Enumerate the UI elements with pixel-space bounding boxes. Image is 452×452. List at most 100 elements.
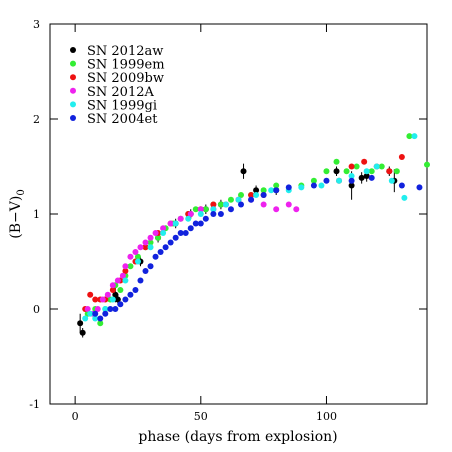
y-axis-label-main: (B−V) xyxy=(8,196,24,239)
data-point xyxy=(172,234,179,241)
data-point xyxy=(109,296,116,303)
data-point xyxy=(187,211,194,217)
data-point xyxy=(398,154,405,160)
data-point xyxy=(160,230,167,236)
data-point xyxy=(411,133,418,140)
data-point xyxy=(104,291,111,298)
y-axis-label: (B−V)0 xyxy=(8,189,27,238)
data-point xyxy=(416,184,423,191)
data-point xyxy=(142,244,149,251)
data-point xyxy=(177,215,184,222)
data-point xyxy=(97,320,104,327)
data-point xyxy=(142,239,149,246)
legend-label: SN 1999em xyxy=(87,58,165,73)
data-point xyxy=(127,263,134,270)
y-tick-label: 2 xyxy=(33,113,40,126)
data-point xyxy=(210,206,217,213)
data-point xyxy=(273,182,280,189)
data-point xyxy=(97,315,104,322)
data-point xyxy=(333,168,340,175)
data-point xyxy=(363,173,370,179)
data-point xyxy=(167,239,174,246)
legend-label: SN 2009bw xyxy=(87,71,164,86)
data-point xyxy=(127,291,134,298)
data-point xyxy=(348,182,355,189)
y-tick-label: 1 xyxy=(33,208,40,221)
legend-marker xyxy=(70,87,76,94)
data-point xyxy=(77,320,84,327)
data-point xyxy=(336,177,343,184)
data-point xyxy=(363,168,370,175)
data-point xyxy=(109,287,116,293)
y-axis-label-subscript: 0 xyxy=(16,189,27,195)
data-point xyxy=(285,201,292,208)
data-point xyxy=(353,163,360,170)
data-point xyxy=(273,187,280,194)
data-point xyxy=(192,206,199,213)
data-point xyxy=(185,215,192,222)
data-point xyxy=(87,310,94,317)
legend-marker xyxy=(70,74,76,81)
data-point xyxy=(119,272,126,279)
data-point xyxy=(197,220,204,227)
data-point xyxy=(388,177,395,184)
data-point xyxy=(134,253,141,260)
data-point xyxy=(210,201,217,208)
x-axis-label: phase (days from explosion) xyxy=(138,429,337,445)
x-tick-label: 50 xyxy=(194,410,208,423)
data-point xyxy=(122,277,129,284)
data-point xyxy=(137,277,144,284)
data-point xyxy=(160,225,167,232)
data-point xyxy=(260,192,267,198)
data-point xyxy=(114,296,121,303)
data-point xyxy=(114,277,121,284)
data-point xyxy=(393,168,400,175)
data-point xyxy=(240,168,247,175)
data-point xyxy=(172,220,179,227)
legend-marker xyxy=(70,101,76,108)
data-point xyxy=(117,301,124,308)
data-point xyxy=(92,296,99,303)
data-point xyxy=(167,220,174,227)
data-point xyxy=(323,168,330,175)
data-point xyxy=(152,253,159,260)
data-point xyxy=(202,206,209,213)
data-point xyxy=(248,192,255,198)
data-point xyxy=(192,220,199,227)
data-point xyxy=(227,196,234,203)
legend-label: SN 2004et xyxy=(87,112,158,127)
data-point xyxy=(155,234,162,241)
data-point xyxy=(94,306,101,312)
y-tick-label: -1 xyxy=(29,398,40,411)
data-point xyxy=(177,230,184,236)
data-point xyxy=(217,201,224,208)
data-point xyxy=(112,306,119,312)
data-point xyxy=(99,296,106,303)
x-tick-label: 0 xyxy=(72,410,79,423)
legend-label: SN 2012aw xyxy=(87,44,163,59)
data-point xyxy=(197,211,204,217)
data-point xyxy=(378,163,385,170)
data-point xyxy=(82,315,89,322)
data-point xyxy=(182,230,189,236)
data-point xyxy=(112,291,119,298)
data-point xyxy=(79,329,86,336)
data-point xyxy=(87,291,94,298)
y-tick-label: 3 xyxy=(33,18,40,31)
data-point xyxy=(147,244,154,251)
data-point xyxy=(187,225,194,232)
data-point xyxy=(348,177,355,184)
data-point xyxy=(248,196,255,203)
data-point xyxy=(222,201,229,208)
data-point xyxy=(107,306,114,312)
data-point xyxy=(132,249,139,255)
data-point xyxy=(424,161,430,168)
data-point xyxy=(132,287,139,293)
legend-marker xyxy=(70,47,76,53)
data-point xyxy=(92,310,99,317)
data-point xyxy=(285,184,292,191)
data-point xyxy=(147,263,154,270)
data-point xyxy=(147,234,154,241)
data-point xyxy=(152,230,159,236)
